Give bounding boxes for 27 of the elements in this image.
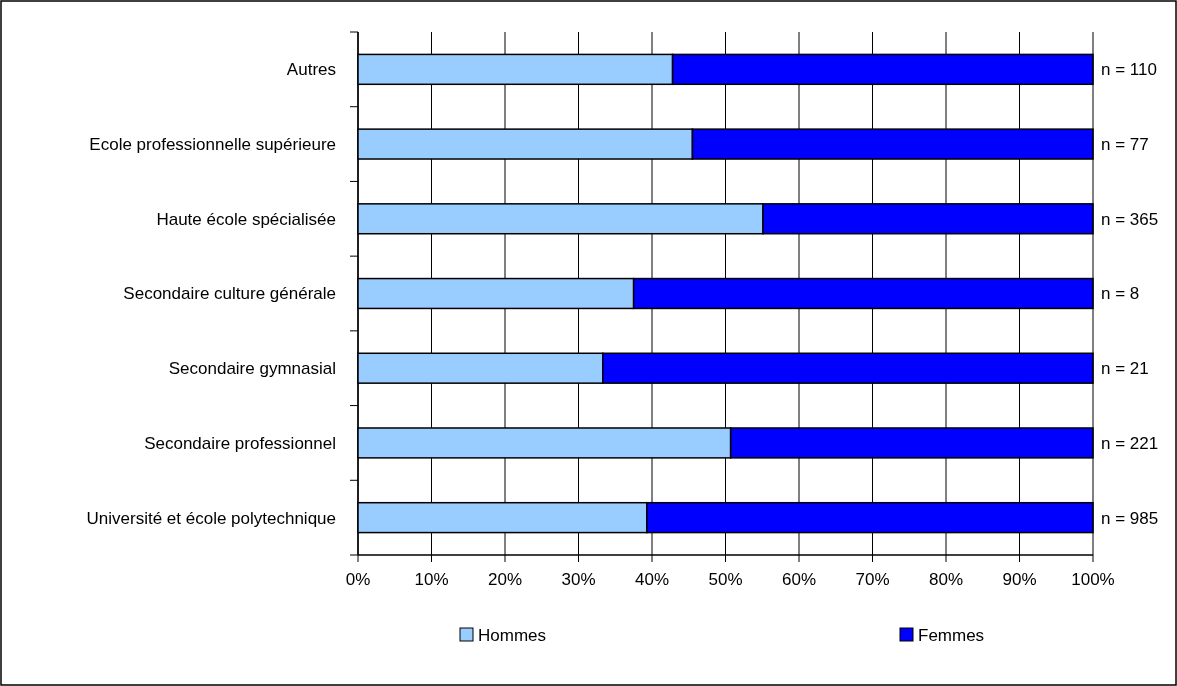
text: n = 985: [1101, 508, 1159, 528]
y-tick-label: Ecole professionnelle supérieure: [89, 135, 336, 155]
x-tick-label: 50%: [708, 570, 743, 589]
x-tick-label: 0%: [345, 570, 371, 589]
text: n = 221: [1101, 433, 1159, 453]
y-tick-label: Haute école spécialisée: [156, 209, 336, 229]
y-tick-label: Secondaire culture générale: [123, 284, 336, 304]
text: n = 365: [1101, 209, 1159, 229]
x-tick-label: 30%: [561, 570, 596, 589]
x-tick-label: 80%: [928, 570, 964, 589]
x-tick-label: 20%: [487, 570, 523, 589]
text: n = 8: [1101, 284, 1140, 304]
y-tick-label: Autres: [286, 60, 336, 80]
legend-label: Femmes: [918, 625, 985, 645]
legend-label: Hommes: [478, 625, 547, 645]
text: n = 21: [1101, 359, 1149, 379]
x-tick-label: 60%: [781, 570, 817, 589]
x-tick-label: 40%: [634, 570, 670, 589]
text: n = 110: [1101, 60, 1157, 80]
y-tick-label: Université et école polytechnique: [86, 508, 336, 528]
text: n = 77: [1101, 135, 1149, 155]
y-tick-label: Secondaire gymnasial: [168, 359, 336, 379]
x-tick-label: 100%: [1071, 570, 1115, 589]
x-tick-label: 10%: [414, 570, 449, 589]
y-tick-label: Secondaire professionnel: [144, 433, 336, 453]
x-tick-label: 90%: [1002, 570, 1037, 589]
x-tick-label: 70%: [855, 570, 890, 589]
